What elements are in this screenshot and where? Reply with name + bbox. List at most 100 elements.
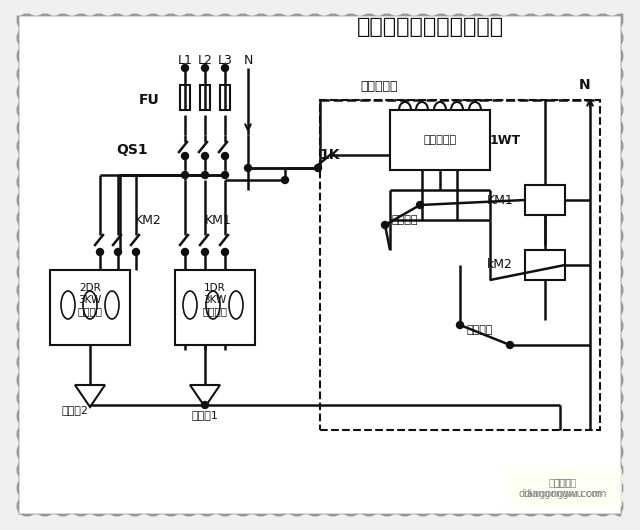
Text: 转换开关: 转换开关 (467, 325, 493, 335)
Circle shape (0, 20, 18, 38)
Circle shape (351, 0, 369, 15)
Circle shape (202, 65, 209, 72)
Circle shape (0, 488, 18, 506)
Circle shape (153, 0, 171, 15)
Circle shape (369, 515, 387, 530)
Circle shape (622, 200, 640, 218)
Circle shape (622, 110, 640, 128)
Circle shape (0, 38, 18, 56)
Circle shape (282, 176, 289, 183)
Circle shape (0, 452, 18, 470)
Circle shape (405, 515, 423, 530)
Circle shape (0, 92, 18, 110)
Circle shape (622, 20, 640, 38)
Circle shape (117, 515, 135, 530)
Circle shape (417, 201, 424, 208)
Circle shape (182, 172, 189, 179)
Circle shape (387, 0, 405, 15)
Circle shape (81, 0, 99, 15)
Circle shape (622, 308, 640, 326)
Circle shape (549, 0, 567, 15)
Circle shape (0, 506, 18, 524)
Circle shape (0, 290, 18, 308)
Circle shape (202, 249, 209, 255)
Circle shape (531, 515, 549, 530)
FancyBboxPatch shape (18, 15, 622, 515)
Circle shape (135, 0, 153, 15)
Text: 电工之屋
diangongwu.com: 电工之屋 diangongwu.com (518, 477, 602, 499)
Circle shape (441, 515, 459, 530)
Circle shape (622, 182, 640, 200)
Circle shape (0, 416, 18, 434)
Circle shape (261, 515, 279, 530)
Text: 1K: 1K (320, 148, 340, 162)
Circle shape (369, 0, 387, 15)
Bar (180, 85, 190, 110)
Circle shape (9, 0, 27, 15)
Circle shape (315, 0, 333, 15)
Circle shape (279, 0, 297, 15)
Circle shape (153, 515, 171, 530)
Circle shape (45, 0, 63, 15)
Circle shape (603, 515, 621, 530)
Circle shape (297, 0, 315, 15)
Circle shape (351, 515, 369, 530)
Circle shape (221, 172, 228, 179)
Text: 1DR
3KW
电加热器: 1DR 3KW 电加热器 (202, 284, 227, 316)
Circle shape (207, 515, 225, 530)
Ellipse shape (206, 291, 220, 319)
FancyBboxPatch shape (508, 468, 622, 507)
Circle shape (585, 515, 603, 530)
Circle shape (221, 249, 228, 255)
Text: FU: FU (140, 93, 160, 107)
Text: KM2: KM2 (134, 214, 161, 226)
Text: L3: L3 (218, 54, 232, 66)
Circle shape (0, 326, 18, 344)
Circle shape (99, 515, 117, 530)
Circle shape (622, 56, 640, 74)
Circle shape (225, 515, 243, 530)
Circle shape (622, 344, 640, 362)
Circle shape (0, 362, 18, 380)
Bar (50, 270, 130, 345)
Circle shape (135, 515, 153, 530)
Circle shape (182, 249, 189, 255)
Circle shape (0, 236, 18, 254)
Bar (220, 85, 230, 110)
Circle shape (63, 515, 81, 530)
Circle shape (567, 0, 585, 15)
Ellipse shape (105, 291, 119, 319)
Circle shape (513, 515, 531, 530)
Bar (200, 85, 210, 110)
Circle shape (0, 56, 18, 74)
Circle shape (622, 74, 640, 92)
Circle shape (0, 308, 18, 326)
Circle shape (97, 249, 104, 255)
Circle shape (182, 65, 189, 72)
Circle shape (423, 515, 441, 530)
Circle shape (9, 515, 27, 530)
Circle shape (261, 0, 279, 15)
Circle shape (387, 515, 405, 530)
Circle shape (0, 110, 18, 128)
Circle shape (622, 254, 640, 272)
Circle shape (0, 470, 18, 488)
Text: KM1: KM1 (205, 214, 232, 226)
Circle shape (622, 38, 640, 56)
Circle shape (0, 434, 18, 452)
Circle shape (622, 326, 640, 344)
Ellipse shape (183, 291, 197, 319)
Circle shape (333, 515, 351, 530)
Circle shape (171, 515, 189, 530)
Circle shape (244, 164, 252, 172)
Circle shape (423, 0, 441, 15)
Text: 热电偶2: 热电偶2 (61, 405, 88, 415)
Circle shape (117, 0, 135, 15)
Circle shape (622, 290, 640, 308)
Circle shape (405, 0, 423, 15)
Bar (525, 250, 565, 280)
Polygon shape (190, 385, 220, 407)
Circle shape (622, 362, 640, 380)
Circle shape (585, 0, 603, 15)
Circle shape (0, 128, 18, 146)
